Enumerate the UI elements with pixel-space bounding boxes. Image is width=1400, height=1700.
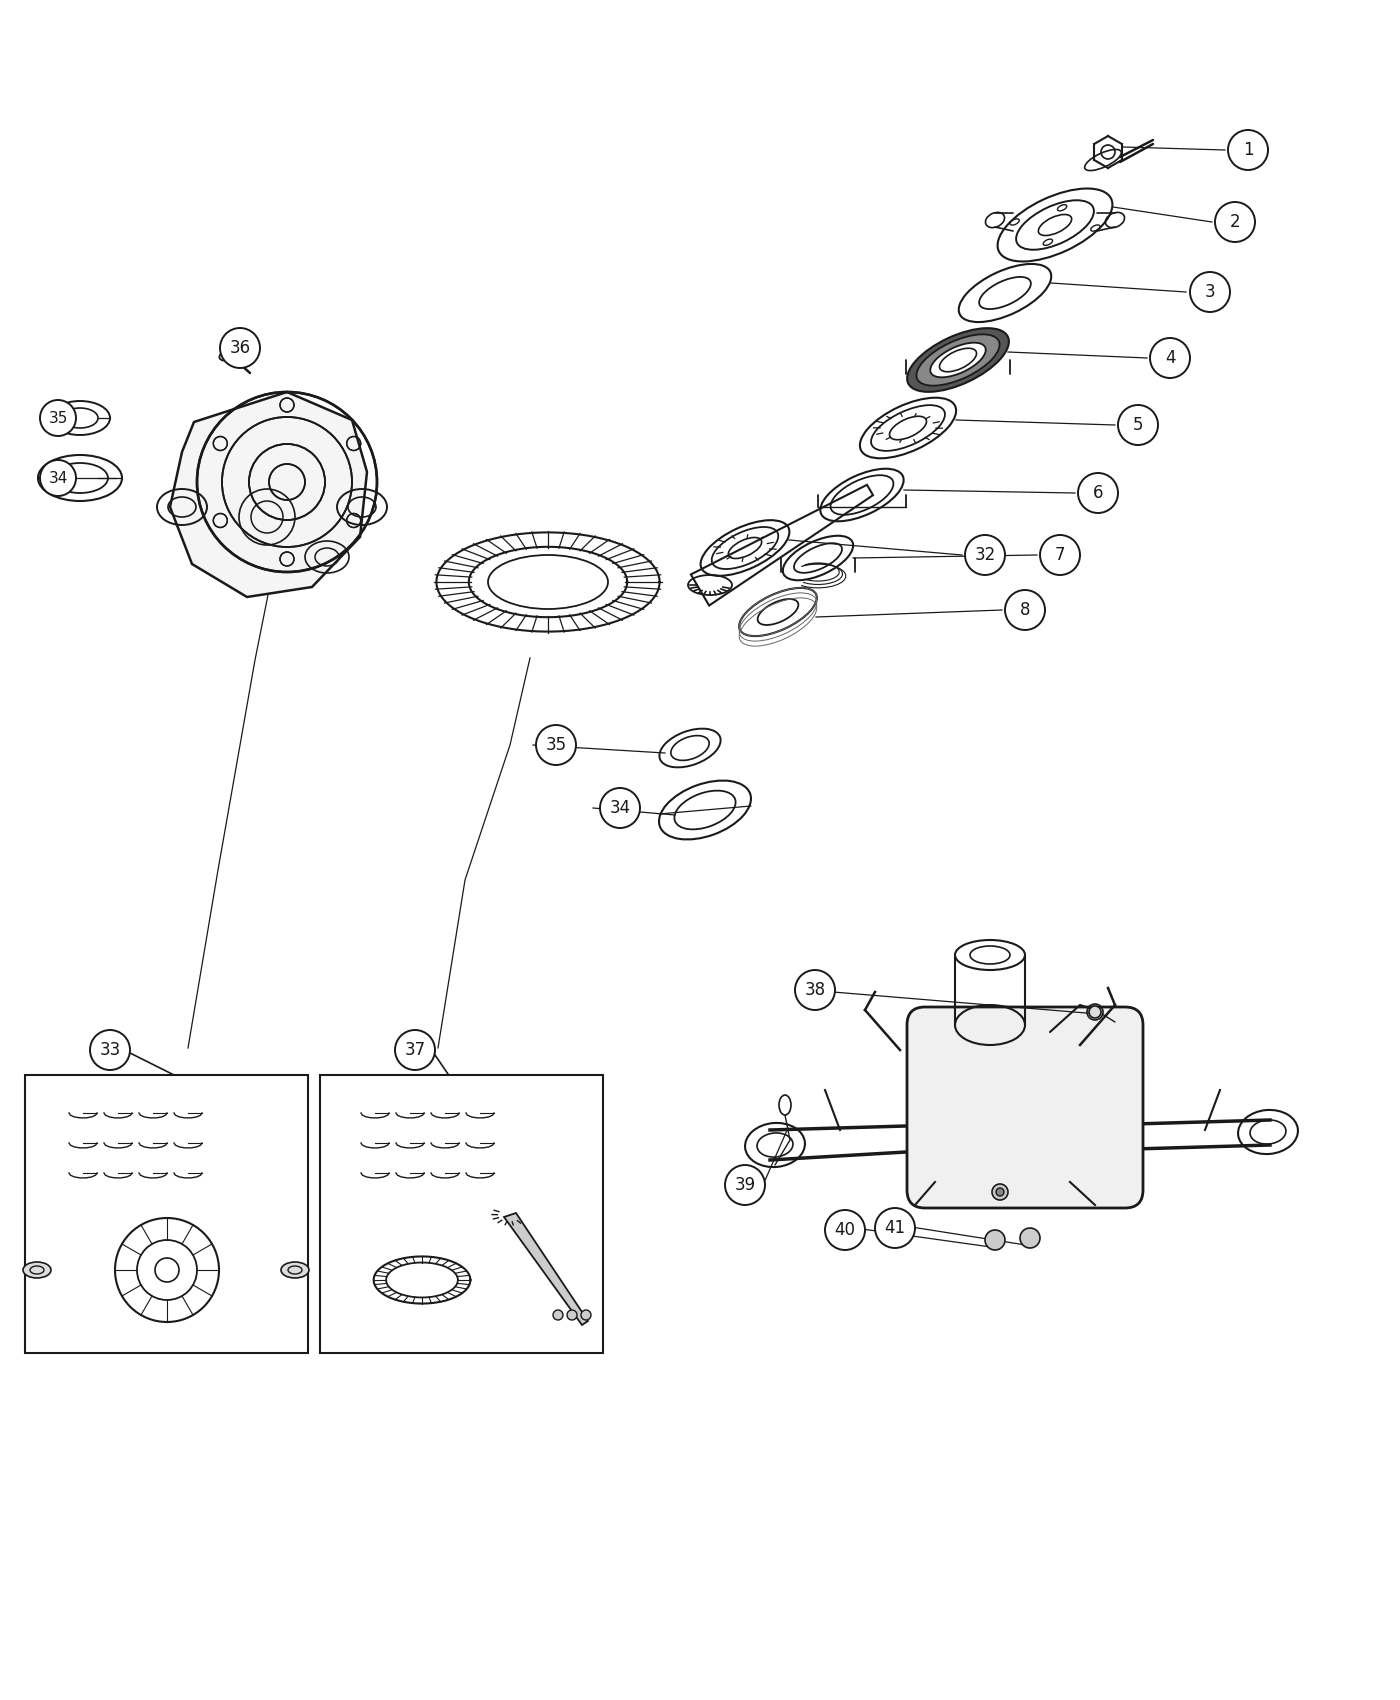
Circle shape	[1078, 473, 1119, 513]
Text: 39: 39	[735, 1176, 756, 1193]
Text: 6: 6	[1093, 484, 1103, 501]
Circle shape	[1005, 590, 1044, 631]
Circle shape	[1228, 129, 1268, 170]
Text: 3: 3	[1204, 282, 1215, 301]
Circle shape	[1089, 1006, 1100, 1018]
Text: 38: 38	[805, 981, 826, 1000]
Text: 40: 40	[834, 1221, 855, 1239]
Text: 34: 34	[609, 799, 630, 818]
Circle shape	[395, 1030, 435, 1069]
Text: 7: 7	[1054, 546, 1065, 564]
Circle shape	[90, 1030, 130, 1069]
Text: 5: 5	[1133, 416, 1144, 434]
Circle shape	[1149, 338, 1190, 377]
FancyBboxPatch shape	[321, 1074, 603, 1353]
FancyBboxPatch shape	[907, 1006, 1142, 1209]
Text: 33: 33	[99, 1040, 120, 1059]
Circle shape	[1215, 202, 1254, 241]
Polygon shape	[504, 1214, 588, 1324]
Text: 4: 4	[1165, 348, 1175, 367]
Text: 1: 1	[1243, 141, 1253, 160]
Circle shape	[965, 536, 1005, 575]
Ellipse shape	[939, 348, 977, 372]
Ellipse shape	[930, 343, 986, 377]
Text: 35: 35	[546, 736, 567, 755]
Text: 36: 36	[230, 338, 251, 357]
Circle shape	[1021, 1227, 1040, 1248]
Circle shape	[581, 1311, 591, 1319]
Ellipse shape	[22, 1261, 50, 1278]
Text: 2: 2	[1229, 212, 1240, 231]
Circle shape	[1040, 536, 1079, 575]
Text: 8: 8	[1019, 602, 1030, 619]
Circle shape	[567, 1311, 577, 1319]
FancyBboxPatch shape	[25, 1074, 308, 1353]
Polygon shape	[169, 393, 367, 597]
Circle shape	[41, 461, 76, 496]
Circle shape	[601, 789, 640, 828]
Circle shape	[553, 1311, 563, 1319]
Ellipse shape	[917, 335, 1000, 386]
Circle shape	[993, 1183, 1008, 1200]
Ellipse shape	[281, 1261, 309, 1278]
Circle shape	[41, 400, 76, 435]
Text: 32: 32	[974, 546, 995, 564]
Ellipse shape	[907, 328, 1009, 391]
Circle shape	[825, 1210, 865, 1250]
Circle shape	[875, 1209, 916, 1248]
Circle shape	[536, 724, 575, 765]
Text: 41: 41	[885, 1219, 906, 1238]
Circle shape	[986, 1231, 1005, 1250]
Text: 35: 35	[49, 410, 67, 425]
Text: 37: 37	[405, 1040, 426, 1059]
Circle shape	[220, 328, 260, 367]
Text: 34: 34	[49, 471, 67, 486]
Circle shape	[1119, 405, 1158, 445]
Circle shape	[725, 1164, 764, 1205]
Circle shape	[795, 971, 834, 1010]
Circle shape	[995, 1188, 1004, 1197]
Circle shape	[1190, 272, 1231, 313]
